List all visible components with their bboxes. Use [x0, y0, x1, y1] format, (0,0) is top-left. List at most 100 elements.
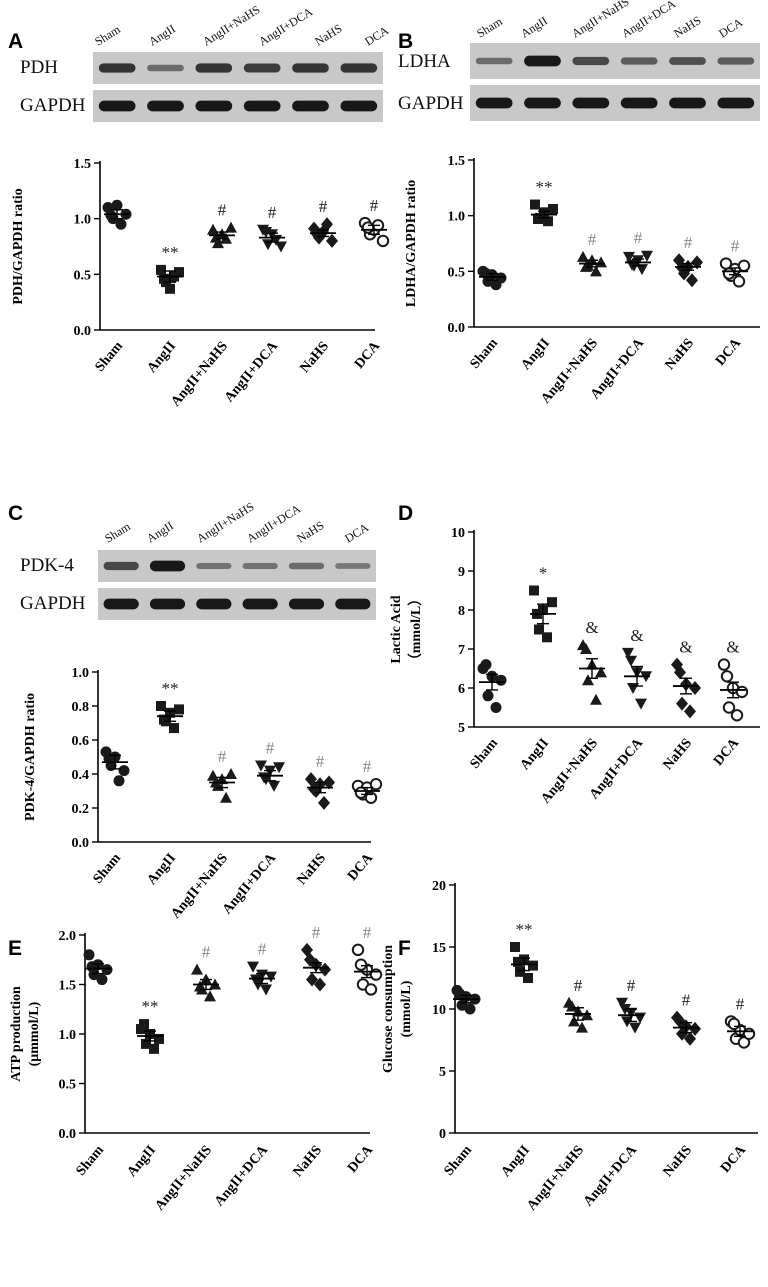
data-point: [247, 961, 259, 973]
data-point: [115, 218, 127, 230]
group-sham: [477, 659, 507, 713]
data-point: [577, 250, 589, 262]
group-angii-dca: &: [622, 626, 652, 710]
group-angii-dca: #: [255, 739, 285, 792]
data-point: [742, 1027, 756, 1041]
blot-lane-label: AngII+NaHS: [200, 2, 262, 48]
data-point: [582, 674, 594, 686]
data-point: [641, 250, 653, 262]
data-point: [101, 964, 113, 976]
data-point: [169, 723, 179, 734]
y-tick-label: 0.5: [448, 265, 466, 280]
blot-band: [292, 100, 329, 112]
blot-band: [196, 562, 232, 570]
x-tick-label: NaHS: [661, 736, 696, 773]
data-point: [576, 1021, 588, 1033]
group-dca: #: [724, 994, 756, 1049]
data-point: [369, 778, 383, 791]
x-tick-label: DCA: [718, 1142, 750, 1176]
x-tick-label: NaHS: [291, 1143, 326, 1180]
data-point: [623, 251, 635, 263]
group-nahs: #: [305, 752, 335, 810]
data-point: [737, 259, 751, 272]
data-point: [513, 956, 523, 967]
blot-lane-label: DCA: [716, 15, 745, 40]
blot-lane-label: NaHS: [671, 13, 703, 40]
blot-row-label: PDH: [20, 57, 58, 78]
x-tick-label: AngII+NaHS: [524, 1143, 587, 1214]
group-angii-nahs: #: [563, 976, 593, 1033]
x-tick-label: NaHS: [661, 1143, 696, 1180]
data-point: [318, 795, 330, 810]
data-point: [495, 272, 507, 284]
data-point: [165, 283, 175, 294]
blot-row-label: LDHA: [398, 51, 451, 72]
data-point: [364, 791, 378, 804]
data-point: [220, 791, 232, 803]
data-point: [548, 203, 558, 214]
data-point: [528, 960, 538, 971]
y-tick-label: 1.5: [74, 157, 92, 172]
group-angii-nahs: #: [191, 943, 221, 1002]
blot-band: [620, 97, 658, 109]
x-tick-label: Sham: [442, 1143, 476, 1179]
x-tick-label: Sham: [468, 336, 502, 372]
data-point: [225, 768, 237, 779]
group-angii: **: [136, 997, 164, 1054]
data-point: [547, 597, 557, 608]
y-tick-label: 10: [432, 1003, 446, 1018]
blot-lane-label: Sham: [92, 22, 123, 49]
group-sham: [477, 265, 507, 291]
panel-a: A 0.0 0.5 1.0 1.5 PDH/GAPDH ratio Sham AngII Ang…: [8, 30, 390, 410]
blot-membrane: [470, 85, 760, 121]
x-tick-label: DCA: [711, 735, 743, 769]
data-point: [529, 585, 539, 596]
data-point: [490, 702, 502, 713]
data-point: [149, 1043, 159, 1054]
panel-label: D: [398, 502, 413, 525]
significance-marker: #: [731, 237, 740, 256]
blot-band: [335, 563, 371, 569]
blot-band: [242, 598, 278, 610]
y-tick-label: 20: [432, 879, 446, 894]
data-point: [454, 988, 466, 1000]
y-tick-label: 6: [458, 682, 465, 697]
data-point: [625, 655, 637, 667]
blot-band: [669, 97, 706, 109]
x-tick-label: NaHS: [298, 339, 333, 376]
data-point: [113, 775, 125, 787]
significance-marker: &: [679, 638, 692, 657]
significance-marker: #: [363, 757, 372, 776]
y-tick-label: 2.0: [59, 929, 77, 944]
blot-lane-label: AngII: [146, 21, 178, 48]
x-tick-label: DCA: [352, 338, 384, 372]
y-tick-label: 15: [432, 941, 446, 956]
significance-marker: &: [585, 618, 598, 637]
blot-band: [524, 55, 561, 67]
data-point: [96, 974, 108, 986]
significance-marker: #: [370, 196, 379, 215]
significance-marker: #: [363, 923, 372, 942]
blot-lane-label: AngII: [144, 518, 176, 545]
data-point: [156, 701, 166, 711]
blot-band: [669, 57, 706, 65]
y-tick-label: 1.0: [448, 210, 466, 225]
x-tick-label: AngII+DCA: [222, 338, 282, 405]
group-sham: [451, 984, 481, 1015]
data-point: [159, 273, 169, 284]
significance-marker: #: [634, 229, 643, 248]
x-tick-label: AngII+DCA: [581, 1142, 641, 1209]
data-point: [154, 1033, 164, 1044]
data-point: [671, 1010, 683, 1025]
data-point: [265, 971, 277, 983]
data-point: [542, 632, 552, 643]
y-tick-label: 10: [451, 526, 465, 541]
data-point: [354, 958, 368, 971]
data-point: [590, 265, 602, 277]
blot-lane-label: DCA: [342, 520, 371, 545]
group-nahs: &: [671, 638, 701, 719]
data-point: [191, 963, 203, 975]
x-tick-label: Sham: [91, 851, 125, 887]
y-tick-label: 0.5: [74, 268, 92, 283]
group-angii: **: [156, 243, 184, 294]
